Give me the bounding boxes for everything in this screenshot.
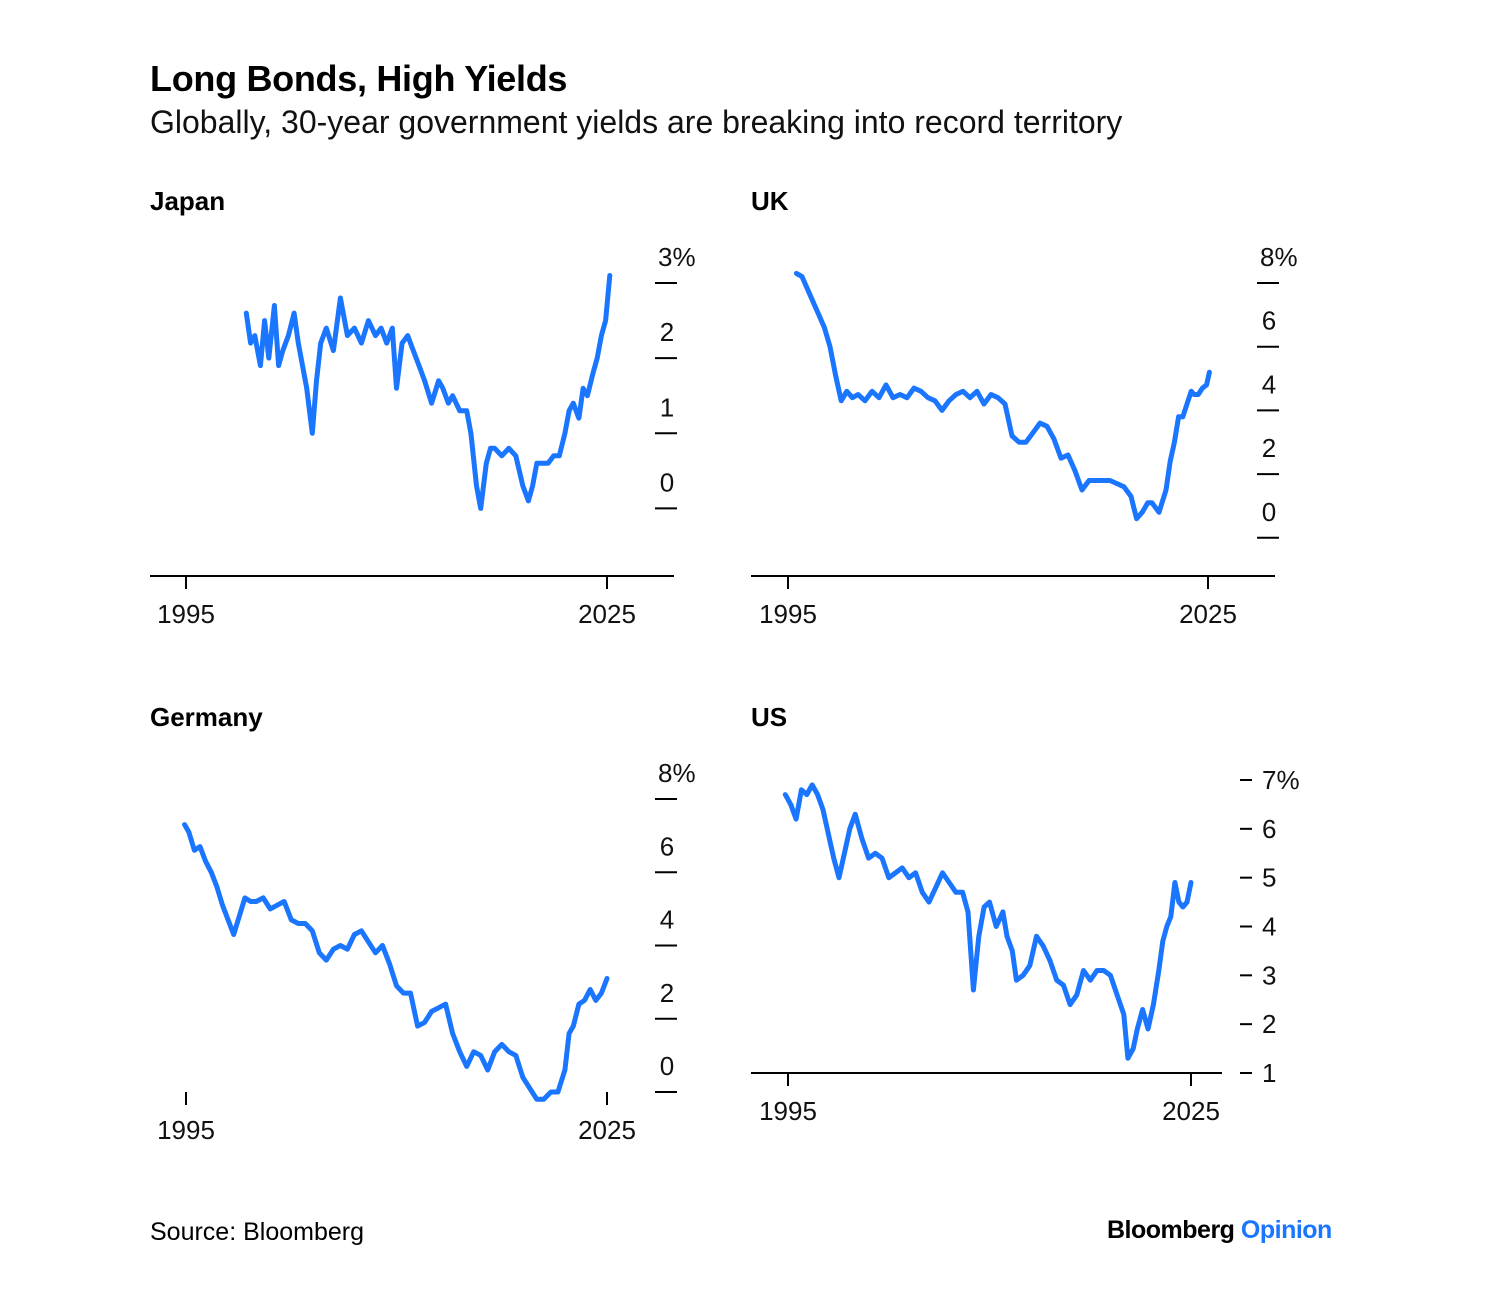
y-tick-label: 0 (660, 467, 674, 497)
panel-title-japan: Japan (150, 186, 226, 216)
y-tick-label: 4 (660, 905, 674, 935)
y-tick-label: 2 (1262, 1009, 1276, 1039)
y-tick-label: 3 (1262, 960, 1276, 990)
x-tick-label: 2025 (1162, 1096, 1220, 1126)
yield-series-line (793, 270, 1212, 522)
japan-chart: 1995 2025 0 1 2 3% (150, 242, 696, 629)
source-note: Source: Bloomberg (150, 1218, 365, 1246)
y-tick-label: 6 (1262, 306, 1276, 336)
x-tick-label: 1995 (759, 1096, 817, 1126)
y-tick-label: 8% (658, 758, 696, 788)
y-tick-label: 6 (660, 831, 674, 861)
germany-chart: 1995 2025 0 2 4 6 8% (157, 758, 696, 1145)
x-tick-label: 2025 (1179, 599, 1237, 629)
x-tick-label: 1995 (157, 1115, 215, 1145)
yield-series-line (782, 782, 1194, 1061)
chart-subtitle: Globally, 30-year government yields are … (150, 104, 1123, 140)
y-tick-label: 2 (660, 978, 674, 1008)
y-tick-label: 4 (1262, 369, 1276, 399)
y-tick-label: 7% (1262, 765, 1300, 795)
panel-title-germany: Germany (150, 702, 263, 732)
y-tick-label: 6 (1262, 814, 1276, 844)
y-tick-label: 2 (1262, 433, 1276, 463)
chart-title: Long Bonds, High Yields (150, 58, 568, 99)
y-tick-label: 0 (660, 1051, 674, 1081)
yield-series-line (182, 822, 610, 1102)
y-tick-label: 0 (1262, 497, 1276, 527)
brand-main: Bloomberg (1107, 1216, 1235, 1244)
y-tick-label: 1 (660, 392, 674, 422)
us-chart: 1995 2025 1 2 3 4 5 6 7% (751, 765, 1300, 1126)
x-tick-label: 2025 (578, 599, 636, 629)
brand-accent: Opinion (1240, 1216, 1332, 1244)
y-tick-label: 2 (660, 317, 674, 347)
yield-series-line (243, 273, 613, 511)
y-tick-label: 4 (1262, 912, 1276, 942)
panel-title-uk: UK (751, 186, 789, 216)
panel-title-us: US (751, 702, 788, 732)
x-tick-label: 1995 (759, 599, 817, 629)
y-tick-label: 1 (1262, 1058, 1276, 1088)
uk-chart: 1995 2025 0 2 4 6 8% (751, 242, 1298, 629)
y-tick-label: 5 (1262, 863, 1276, 893)
x-tick-label: 1995 (157, 599, 215, 629)
y-tick-label: 3% (658, 242, 696, 272)
y-tick-label: 8% (1260, 242, 1298, 272)
brand-logo: Bloomberg Opinion (1107, 1216, 1332, 1245)
x-tick-label: 2025 (578, 1115, 636, 1145)
